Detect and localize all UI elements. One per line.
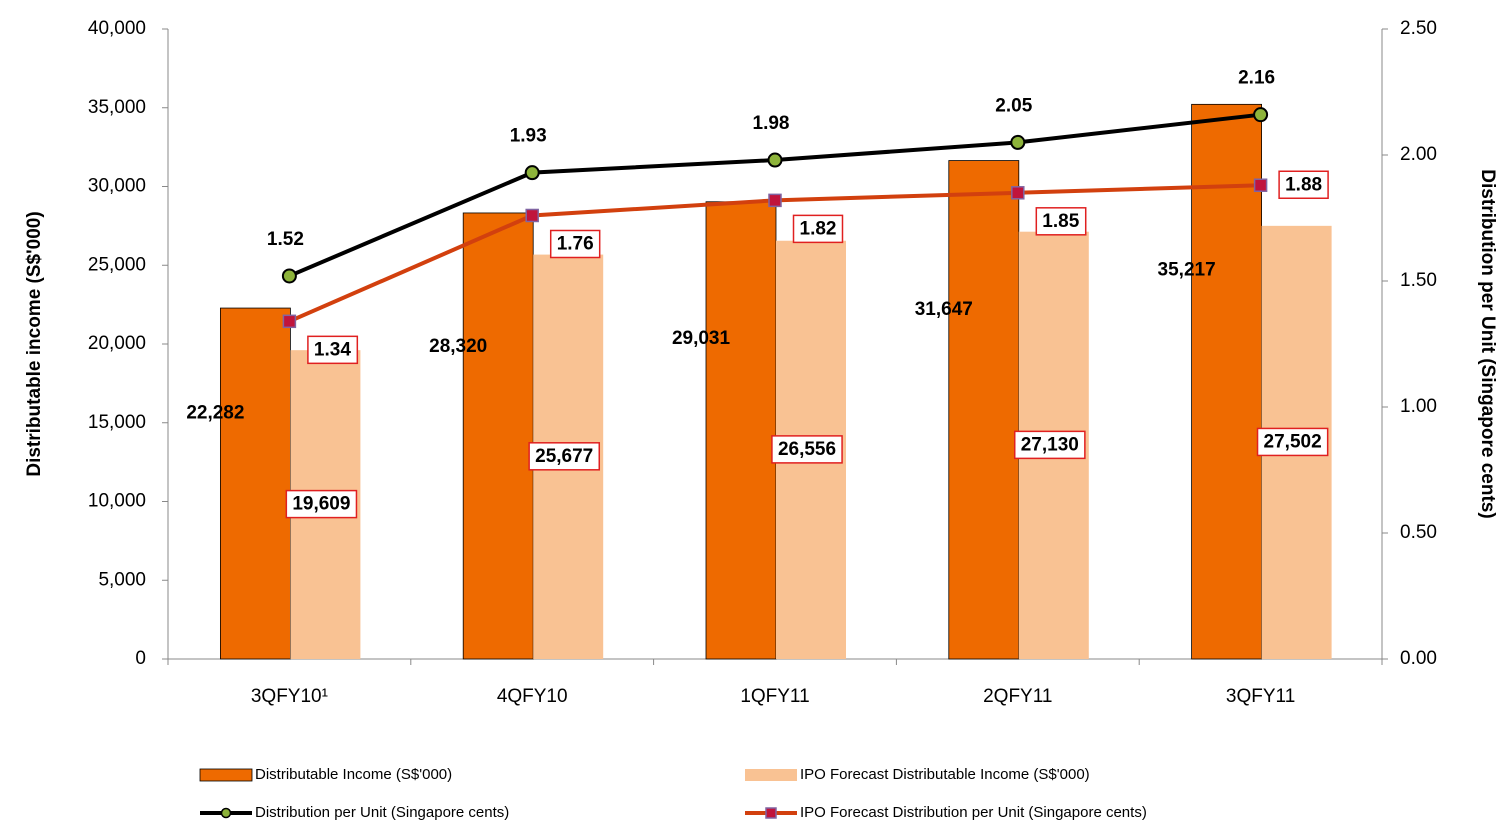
marker bbox=[281, 268, 297, 284]
y2-tick-label: 2.00 bbox=[1400, 144, 1437, 165]
bar-label: 26,556 bbox=[778, 439, 836, 460]
bar-label-box bbox=[1013, 430, 1086, 460]
bar-label: 27,130 bbox=[1021, 434, 1079, 455]
bar-label-box bbox=[285, 489, 358, 519]
point-label: 1.98 bbox=[753, 113, 790, 134]
point-label: 1.85 bbox=[1042, 211, 1079, 232]
marker bbox=[1011, 186, 1025, 200]
marker bbox=[525, 208, 539, 223]
y2-tick-label: 1.50 bbox=[1400, 270, 1437, 291]
y2-axis-title: Distribution per Unit (Singapore cents) bbox=[1477, 169, 1498, 518]
y-tick-label: 10,000 bbox=[88, 491, 146, 512]
point-label-box bbox=[1035, 207, 1087, 236]
bar bbox=[705, 201, 777, 660]
bar-label: 22,282 bbox=[186, 402, 244, 423]
point-label: 1.76 bbox=[557, 233, 594, 254]
point-label: 1.82 bbox=[800, 218, 837, 239]
point-label-box bbox=[1278, 170, 1329, 200]
point-label: 1.52 bbox=[267, 229, 304, 250]
point-label-box bbox=[307, 335, 359, 365]
bar-label: 28,320 bbox=[429, 336, 487, 357]
marker bbox=[1010, 134, 1026, 150]
legend-label: IPO Forecast Distribution per Unit (Sing… bbox=[800, 804, 1147, 821]
bar bbox=[219, 307, 291, 660]
point-label-box bbox=[549, 229, 601, 259]
bar-label: 29,031 bbox=[672, 328, 731, 349]
bar-label-box bbox=[771, 435, 843, 464]
marker bbox=[282, 314, 297, 329]
y-axis-title: Distributable income (S$'000) bbox=[24, 211, 45, 476]
bar-label-box bbox=[528, 442, 601, 471]
bar bbox=[948, 160, 1020, 660]
bar-label: 25,677 bbox=[535, 446, 593, 467]
legend-marker bbox=[765, 807, 777, 819]
x-tick-label: 4QFY10 bbox=[497, 686, 568, 707]
bar-label: 19,609 bbox=[292, 494, 350, 515]
legend-swatch bbox=[199, 768, 253, 782]
marker bbox=[524, 165, 540, 181]
legend-marker bbox=[220, 807, 232, 819]
y2-tick-label: 2.50 bbox=[1400, 18, 1437, 39]
y-tick-label: 0 bbox=[135, 648, 146, 669]
y-tick-label: 20,000 bbox=[88, 333, 146, 354]
bar bbox=[1191, 103, 1262, 660]
legend-label: Distributable Income (S$'000) bbox=[255, 766, 452, 783]
point-label: 1.93 bbox=[510, 126, 547, 147]
y-tick-label: 5,000 bbox=[98, 569, 146, 590]
marker bbox=[1253, 178, 1268, 192]
bar bbox=[462, 212, 534, 660]
y-tick-label: 25,000 bbox=[88, 254, 146, 275]
x-tick-label: 2QFY11 bbox=[983, 686, 1052, 707]
y2-tick-label: 0.00 bbox=[1400, 648, 1437, 669]
x-tick-label: 3QFY10¹ bbox=[251, 686, 328, 707]
bar-label-box bbox=[1256, 427, 1329, 457]
y2-tick-label: 1.00 bbox=[1400, 396, 1437, 417]
legend-label: Distribution per Unit (Singapore cents) bbox=[255, 804, 509, 821]
legend-swatch bbox=[745, 769, 797, 781]
marker bbox=[768, 193, 782, 208]
marker bbox=[1253, 107, 1269, 123]
y2-tick-label: 0.50 bbox=[1400, 522, 1437, 543]
y-tick-label: 30,000 bbox=[88, 176, 146, 197]
point-label: 1.34 bbox=[314, 339, 351, 360]
x-tick-label: 3QFY11 bbox=[1226, 686, 1295, 707]
point-label-box bbox=[792, 214, 844, 244]
y-tick-label: 40,000 bbox=[88, 18, 146, 39]
bar-label: 27,502 bbox=[1264, 431, 1322, 452]
point-label: 2.05 bbox=[995, 95, 1032, 116]
x-tick-label: 1QFY11 bbox=[740, 686, 809, 707]
y-tick-label: 15,000 bbox=[88, 412, 146, 433]
legend-label: IPO Forecast Distributable Income (S$'00… bbox=[800, 766, 1090, 783]
bar-label: 35,217 bbox=[1158, 260, 1216, 281]
point-label: 2.16 bbox=[1238, 68, 1275, 89]
marker bbox=[767, 152, 783, 168]
point-label: 1.88 bbox=[1285, 174, 1322, 195]
y-tick-label: 35,000 bbox=[88, 97, 146, 118]
bar-label: 31,647 bbox=[915, 299, 973, 320]
